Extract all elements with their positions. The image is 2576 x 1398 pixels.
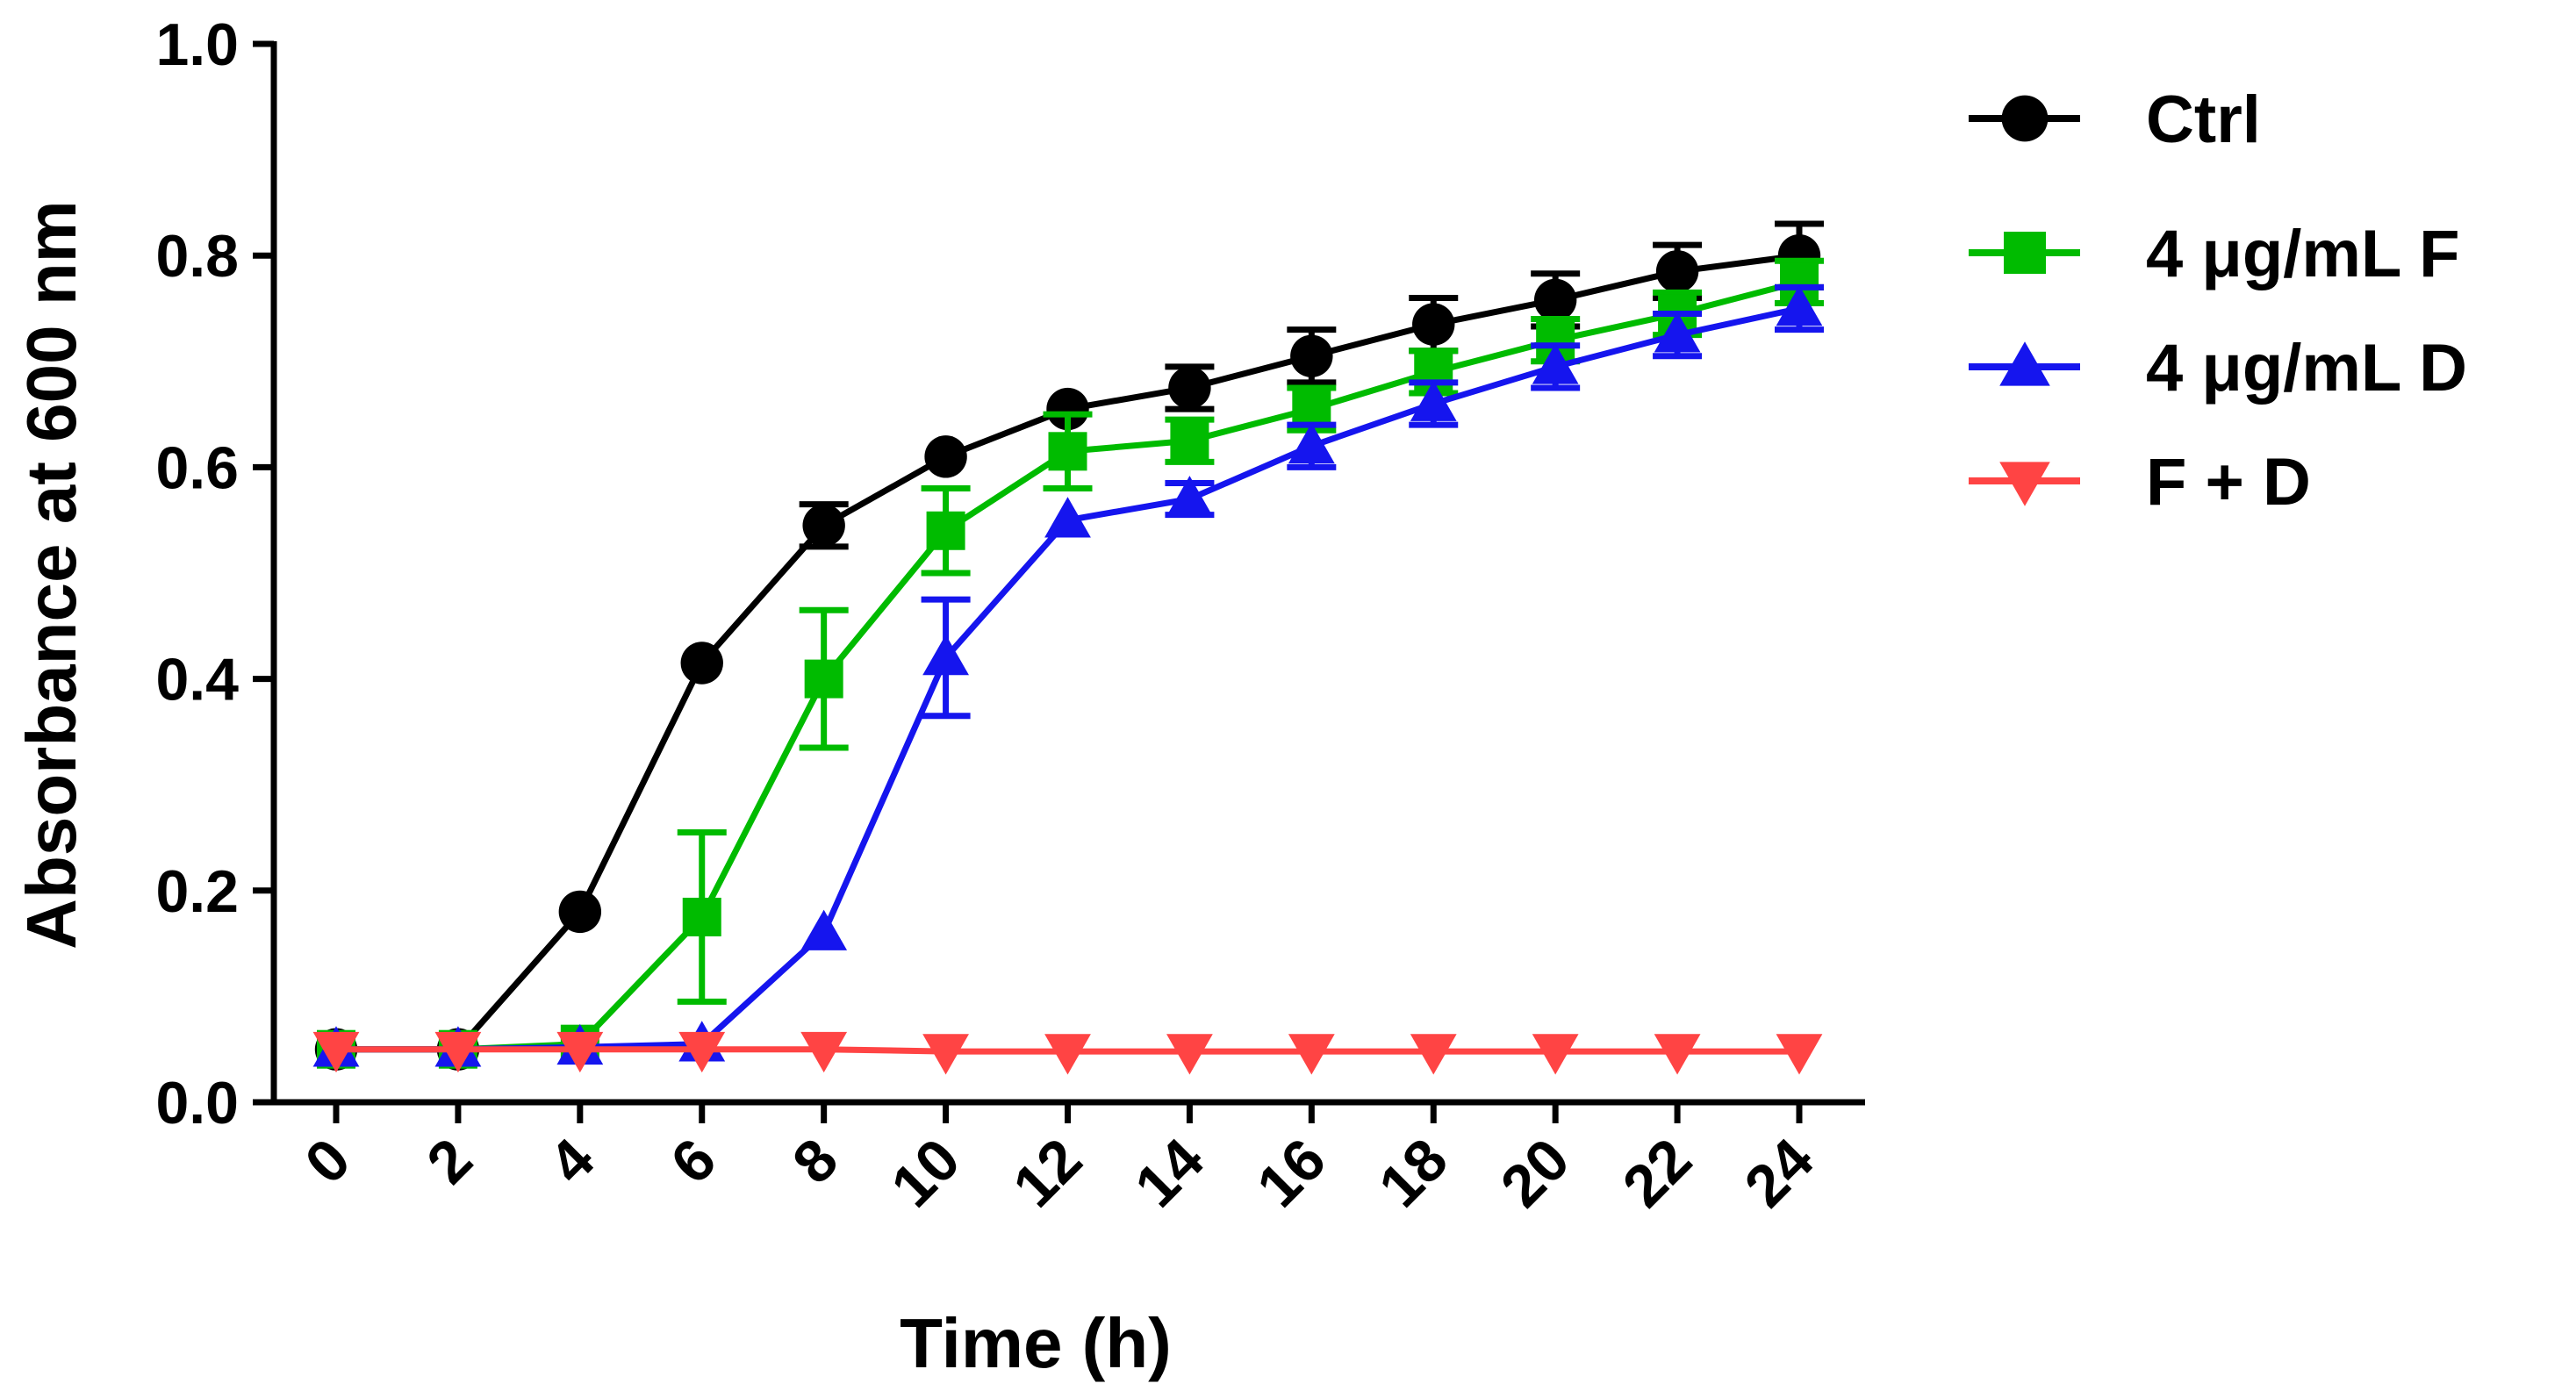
data-point — [926, 511, 965, 550]
legend-entry-3: 4 μg/mL D — [1969, 331, 2467, 405]
y-tick-label: 0.4 — [155, 647, 239, 713]
data-point — [804, 659, 843, 699]
data-point — [1288, 422, 1335, 464]
y-tick-label: 0.8 — [155, 223, 239, 290]
x-tick-label: 18 — [1367, 1126, 1460, 1220]
y-tick-label: 0.2 — [155, 858, 239, 925]
data-point — [800, 909, 848, 950]
data-point — [1533, 278, 1577, 322]
data-point — [1654, 312, 1701, 353]
data-point — [1168, 366, 1211, 410]
axes: 0.00.20.40.60.81.00 2 4 6 8 10 12 14 16 18 20 22 24 — [155, 11, 1865, 1220]
data-point — [1166, 1034, 1213, 1075]
series-line — [336, 252, 1800, 1053]
x-axis-title: Time (h) — [900, 1304, 1172, 1382]
legend-marker — [2004, 232, 2046, 274]
data-point — [1046, 387, 1089, 431]
legend-entry-2: 4 μg/mL F — [1969, 217, 2460, 291]
x-tick-label: 10 — [879, 1126, 972, 1220]
data-point — [556, 1031, 604, 1073]
legend-label: 4 μg/mL F — [2146, 217, 2460, 291]
data-point — [1288, 1034, 1335, 1075]
data-point — [800, 1031, 848, 1073]
y-tick-label: 0.6 — [155, 434, 239, 501]
data-point — [1654, 1034, 1701, 1075]
data-point — [924, 435, 967, 478]
data-point — [1410, 380, 1457, 421]
data-point — [1532, 343, 1579, 384]
legend-marker — [1999, 341, 2050, 386]
data-point — [1655, 250, 1699, 293]
data-point — [802, 504, 845, 547]
x-tick-label: 8 — [780, 1126, 850, 1196]
data-point — [1290, 334, 1333, 377]
legend-entry-1: Ctrl — [1969, 82, 2261, 157]
data-point — [1044, 497, 1091, 538]
legend-marker — [1999, 462, 2050, 506]
series-1 — [314, 220, 1824, 1071]
data-point — [1166, 476, 1213, 517]
data-point — [678, 1031, 726, 1073]
y-axis-title: Absorbance at 600 nm — [12, 200, 90, 950]
series-2 — [317, 257, 1824, 1069]
x-tick-label: 4 — [536, 1126, 607, 1197]
data-point — [1410, 1034, 1457, 1075]
data-point — [1776, 285, 1823, 326]
y-tick-label: 1.0 — [155, 11, 239, 78]
plot-area — [312, 220, 1824, 1075]
legend-entry-4: F + D — [1969, 445, 2311, 520]
legend: Ctrl 4 μg/mL F 4 μg/mL D F + D — [1969, 82, 2467, 520]
x-tick-label: 12 — [1001, 1126, 1094, 1220]
y-tick-label: 0.0 — [155, 1070, 239, 1136]
legend-label: Ctrl — [2146, 82, 2261, 157]
x-tick-label: 0 — [292, 1126, 362, 1196]
data-point — [558, 890, 602, 934]
data-point — [312, 1031, 360, 1073]
data-point — [922, 634, 969, 676]
series-4 — [312, 1031, 1823, 1075]
data-point — [1044, 1034, 1091, 1075]
data-point — [680, 642, 723, 685]
x-tick-label: 6 — [658, 1126, 728, 1196]
data-point — [1170, 421, 1209, 461]
legend-marker — [2001, 95, 2049, 142]
data-point — [434, 1031, 482, 1073]
x-tick-label: 20 — [1489, 1126, 1582, 1220]
legend-label: 4 μg/mL D — [2146, 331, 2467, 405]
data-point — [1048, 432, 1087, 471]
data-point — [1412, 303, 1455, 346]
data-point — [682, 897, 721, 936]
data-point — [1776, 1034, 1823, 1075]
x-tick-label: 24 — [1732, 1126, 1826, 1220]
x-tick-label: 14 — [1123, 1126, 1216, 1220]
legend-label: F + D — [2146, 445, 2311, 520]
x-tick-label: 2 — [414, 1126, 484, 1196]
data-point — [1532, 1034, 1579, 1075]
x-tick-label: 22 — [1610, 1126, 1704, 1220]
x-tick-label: 16 — [1245, 1126, 1338, 1220]
data-point — [922, 1034, 969, 1075]
